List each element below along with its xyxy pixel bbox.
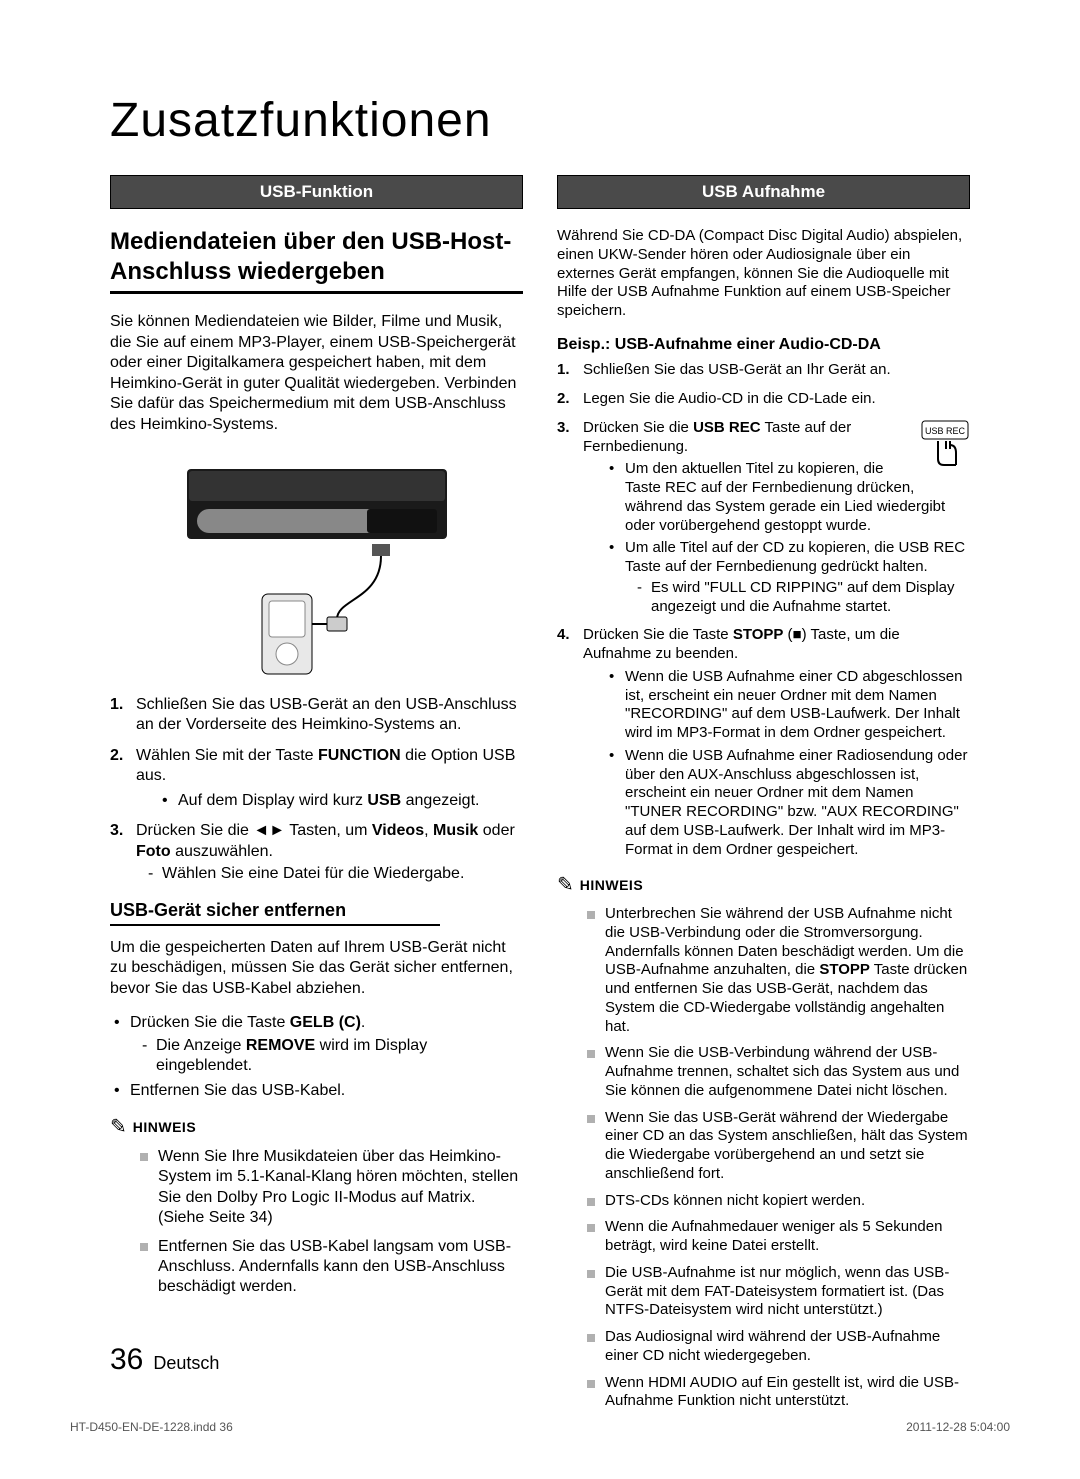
rnote-6: Die USB-Aufnahme ist nur möglich, wenn d…	[587, 1264, 970, 1320]
rnote-5: Wenn die Aufnahmedauer weniger als 5 Sek…	[587, 1218, 970, 1256]
rnote-1: Unterbrechen Sie während der USB Aufnahm…	[587, 905, 970, 1036]
page-footer: 36 Deutsch	[110, 1341, 219, 1379]
note-icon: ✎	[110, 1115, 127, 1141]
rstep-3-sub2: Um alle Titel auf der CD zu kopieren, di…	[609, 539, 970, 616]
step-1: Schließen Sie das USB-Gerät an den USB-A…	[110, 695, 523, 736]
usb-steps: Schließen Sie das USB-Gerät an den USB-A…	[110, 695, 523, 885]
rstep-3-sub2-dash: Es wird "FULL CD RIPPING" auf dem Displa…	[637, 579, 970, 617]
rnote-3: Wenn Sie das USB-Gerät während der Wiede…	[587, 1109, 970, 1184]
note-header-left: ✎ HINWEIS	[110, 1115, 523, 1141]
rstep-4-sub1: Wenn die USB Aufnahme einer CD abgeschlo…	[609, 668, 970, 743]
rstep-4: Drücken Sie die Taste STOPP (■) Taste, u…	[557, 626, 970, 859]
note-left-1: Wenn Sie Ihre Musikdateien über das Heim…	[140, 1147, 523, 1229]
svg-text:USB REC: USB REC	[925, 426, 966, 436]
imprint-file: HT-D450-EN-DE-1228.indd 36	[70, 1420, 233, 1435]
rnote-2: Wenn Sie die USB-Verbindung während der …	[587, 1044, 970, 1100]
safe-remove-text: Um die gespeicherten Daten auf Ihrem USB…	[110, 938, 523, 999]
left-column: USB-Funktion Mediendateien über den USB-…	[110, 175, 523, 1419]
heading-media-usb: Mediendateien über den USB-Host-Anschlus…	[110, 227, 523, 287]
safe-remove-1: Drücken Sie die Taste GELB (C). Die Anze…	[114, 1013, 523, 1076]
rnote-8: Wenn HDMI AUDIO auf Ein gestellt ist, wi…	[587, 1374, 970, 1412]
rstep-3-sub1: Um den aktuellen Titel zu kopieren, die …	[609, 460, 970, 535]
record-steps: Schließen Sie das USB-Gerät an Ihr Gerät…	[557, 361, 970, 859]
note-left-2: Entfernen Sie das USB-Kabel langsam vom …	[140, 1237, 523, 1298]
example-heading: Beisp.: USB-Aufnahme einer Audio-CD-DA	[557, 335, 970, 355]
step-2: Wählen Sie mit der Taste FUNCTION die Op…	[110, 746, 523, 811]
sub-heading-safe-remove: USB-Gerät sicher entfernen	[110, 899, 523, 922]
note-icon: ✎	[557, 873, 574, 899]
step-2-sub: Auf dem Display wird kurz USB angezeigt.	[162, 791, 523, 811]
rnote-4: DTS-CDs können nicht kopiert werden.	[587, 1192, 970, 1211]
note-label: HINWEIS	[133, 1119, 196, 1137]
sub-rule	[110, 924, 440, 926]
step-3: Drücken Sie die ◄► Tasten, um Videos, Mu…	[110, 821, 523, 884]
chapter-title: Zusatzfunktionen	[110, 90, 970, 151]
rstep-3: USB REC Drücken Sie die USB REC Taste au…	[557, 419, 970, 617]
safe-remove-1-sub: Die Anzeige REMOVE wird im Display einge…	[142, 1036, 523, 1077]
rule	[110, 291, 523, 294]
usb-device-illustration	[167, 449, 467, 679]
page-number: 36	[110, 1341, 143, 1379]
right-column: USB Aufnahme Während Sie CD-DA (Compact …	[557, 175, 970, 1419]
imprint-date: 2011-12-28 5:04:00	[906, 1420, 1010, 1435]
section-bar-usb-funktion: USB-Funktion	[110, 175, 523, 209]
intro-text: Sie können Mediendateien wie Bilder, Fil…	[110, 312, 523, 435]
right-intro: Während Sie CD-DA (Compact Disc Digital …	[557, 227, 970, 321]
note-header-right: ✎ HINWEIS	[557, 873, 970, 899]
imprint: HT-D450-EN-DE-1228.indd 36 2011-12-28 5:…	[70, 1420, 1010, 1435]
rnote-7: Das Audiosignal wird während der USB-Auf…	[587, 1328, 970, 1366]
rstep-4-sub2: Wenn die USB Aufnahme einer Radiosendung…	[609, 747, 970, 860]
step-3-sub: Wählen Sie eine Datei für die Wiedergabe…	[148, 864, 523, 884]
rstep-2: Legen Sie die Audio-CD in die CD-Lade ei…	[557, 390, 970, 409]
page-language: Deutsch	[153, 1352, 219, 1375]
rstep-1: Schließen Sie das USB-Gerät an Ihr Gerät…	[557, 361, 970, 380]
safe-remove-2: Entfernen Sie das USB-Kabel.	[114, 1081, 523, 1101]
section-bar-usb-aufnahme: USB Aufnahme	[557, 175, 970, 209]
note-label: HINWEIS	[580, 877, 643, 895]
